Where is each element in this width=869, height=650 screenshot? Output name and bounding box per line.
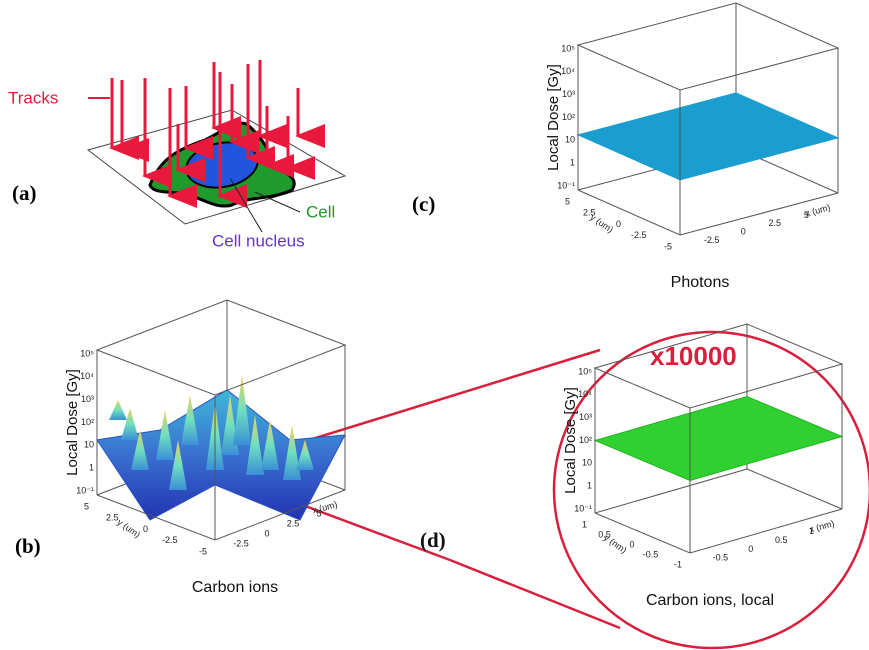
z-tick-label: 10⁻¹ bbox=[574, 503, 592, 513]
z-tick-label: 1 bbox=[89, 463, 94, 473]
y-tick-label: 0 bbox=[629, 539, 634, 549]
caption: Carbon ions bbox=[192, 579, 278, 596]
cell-label: Cell bbox=[306, 202, 335, 221]
caption: Photons bbox=[671, 274, 730, 291]
y-tick-label: -0.5 bbox=[643, 549, 659, 559]
plot-b: 10⁵ 10⁴ 10³ 10² 10 1 10⁻¹ Local Dose [Gy] 5 2.5 0 -… bbox=[64, 300, 345, 596]
y-tick-label: -5 bbox=[664, 241, 672, 251]
z-tick-label: 10⁴ bbox=[80, 371, 94, 381]
z-tick-label: 10² bbox=[81, 417, 94, 427]
z-tick-label: 10⁵ bbox=[561, 43, 575, 53]
box-edge bbox=[595, 469, 747, 513]
z-tick-label: 10³ bbox=[579, 412, 592, 422]
y-title: y (um) bbox=[588, 212, 615, 235]
dose-surface bbox=[578, 93, 838, 180]
z-tick-label: 10 bbox=[565, 135, 575, 145]
z-tick-label: 1 bbox=[587, 481, 592, 491]
z-tick-label: 10 bbox=[582, 458, 592, 468]
x-tick-label: 2.5 bbox=[287, 518, 300, 528]
y-tick-label: -1 bbox=[674, 559, 682, 569]
x-tick-label: -0.5 bbox=[713, 553, 729, 563]
x-tick-label: 0 bbox=[748, 544, 753, 554]
magnification: x10000 bbox=[650, 341, 737, 371]
z-tick-label: 10³ bbox=[81, 394, 94, 404]
box-top bbox=[578, 3, 838, 90]
y-title: y (nm) bbox=[602, 532, 629, 555]
y-tick-label: 2.5 bbox=[106, 513, 119, 523]
y-tick-label: 0 bbox=[143, 524, 148, 534]
z-title: Local Dose [Gy] bbox=[545, 64, 562, 171]
z-tick-label: 10² bbox=[579, 435, 592, 445]
panel-label: (b) bbox=[15, 534, 41, 558]
nucleus-label: Cell nucleus bbox=[212, 231, 305, 250]
z-tick-label: 10² bbox=[562, 112, 575, 122]
figure: Tracks Cell Cell nucleus (a) (c) (b) (d)… bbox=[0, 0, 869, 650]
caption: Carbon ions, local bbox=[646, 592, 774, 609]
y-tick-label: -2.5 bbox=[631, 230, 647, 240]
z-title: Local Dose [Gy] bbox=[64, 369, 81, 476]
z-tick-label: 10⁻¹ bbox=[76, 485, 94, 495]
z-tick-label: 10⁵ bbox=[578, 366, 592, 376]
z-tick-label: 10³ bbox=[562, 89, 575, 99]
x-tick-label: -2.5 bbox=[704, 235, 720, 245]
tracks-label: Tracks bbox=[8, 88, 58, 107]
x-tick-label: 0 bbox=[741, 227, 746, 237]
dose-surface bbox=[595, 397, 842, 481]
z-title: Local Dose [Gy] bbox=[562, 387, 579, 494]
panel-a: Tracks Cell Cell nucleus (a) bbox=[8, 60, 345, 250]
z-tick-label: 1 bbox=[570, 158, 575, 168]
panel-label: (a) bbox=[12, 181, 37, 205]
panel-label: (d) bbox=[420, 528, 446, 552]
z-tick-label: 10 bbox=[84, 440, 94, 450]
x-tick-label: 0 bbox=[264, 528, 269, 538]
x-title: x (um) bbox=[804, 202, 831, 218]
z-tick-label: 10⁴ bbox=[561, 66, 575, 76]
x-tick-label: 2.5 bbox=[769, 218, 782, 228]
y-tick-label: 5 bbox=[565, 196, 570, 206]
y-tick-label: -5 bbox=[199, 546, 207, 556]
y-tick-label: 0 bbox=[616, 219, 621, 229]
panel-label: (c) bbox=[412, 192, 435, 216]
dose-peak bbox=[109, 400, 127, 420]
z-tick-label: 10⁴ bbox=[578, 389, 592, 399]
y-title: y (um) bbox=[115, 517, 142, 540]
y-tick-label: 1 bbox=[582, 519, 587, 529]
z-tick-label: 10⁻¹ bbox=[557, 180, 575, 190]
box-edge bbox=[747, 469, 842, 509]
x-title: x (nm) bbox=[808, 518, 835, 534]
x-tick-label: 0.5 bbox=[775, 535, 788, 545]
y-tick-label: 5 bbox=[84, 501, 89, 511]
y-tick-label: -2.5 bbox=[162, 535, 178, 545]
x-tick-label: -2.5 bbox=[233, 538, 249, 548]
box-top bbox=[97, 300, 345, 395]
z-tick-label: 10⁵ bbox=[80, 348, 94, 358]
